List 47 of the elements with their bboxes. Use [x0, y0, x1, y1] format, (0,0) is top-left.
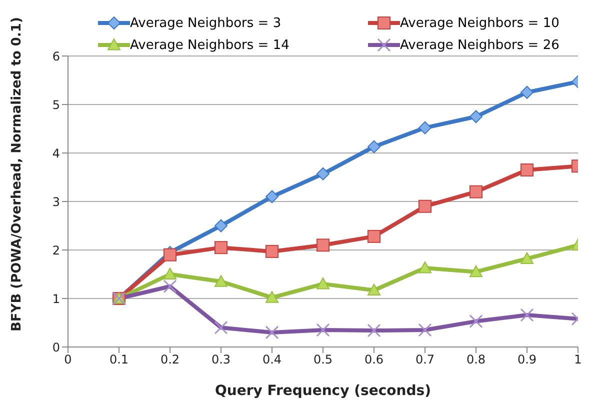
y-tick-label: 3 [52, 194, 60, 209]
x-tick-label: 0.8 [466, 352, 486, 367]
point [266, 190, 278, 204]
legend-label: Average Neighbors = 3 [130, 16, 282, 30]
x-axis-title: Query Frequency (seconds) [215, 383, 431, 399]
x-tick-label: 0.4 [262, 352, 282, 367]
point [266, 291, 278, 303]
point [470, 110, 482, 124]
x-tick-label: 0.3 [211, 352, 231, 367]
point [316, 167, 330, 180]
x-tick-label: 0.2 [160, 352, 180, 367]
point [316, 277, 330, 290]
point [266, 244, 278, 258]
x-tick-label: 0.5 [313, 352, 333, 367]
point [520, 252, 534, 264]
point [368, 140, 380, 154]
point [214, 219, 228, 232]
point [368, 284, 380, 296]
y-tick-label: 2 [52, 243, 60, 258]
point [470, 265, 482, 278]
point [164, 248, 176, 262]
point [418, 200, 432, 213]
y-tick-label: 6 [52, 49, 60, 64]
x-tick-label: 0.9 [517, 352, 537, 367]
point [368, 230, 380, 243]
point [520, 163, 534, 176]
legend-label: Average Neighbors = 14 [130, 38, 290, 52]
legend-label: Average Neighbors = 26 [400, 38, 560, 52]
x-tick-label: 0.6 [364, 352, 384, 367]
y-tick-label: 1 [52, 292, 60, 306]
y-tick-label: 4 [52, 146, 60, 160]
legend-label: Average Neighbors = 10 [400, 16, 560, 30]
y-tick-label: 0 [52, 340, 60, 354]
x-tick-label: 0.7 [415, 352, 435, 367]
x-tick-label: 1 [574, 352, 582, 367]
point [418, 261, 432, 274]
point [316, 238, 330, 252]
point [214, 275, 228, 287]
x-tick-label: 0.1 [109, 352, 129, 367]
point [164, 268, 176, 280]
y-tick-label: 5 [52, 98, 60, 112]
y-axis-title: BFYB (POWA/Overhead, Normalized to 0.1) [10, 17, 25, 332]
point [418, 121, 432, 134]
x-tick-label: 0 [64, 352, 72, 367]
point [470, 185, 482, 198]
point [214, 241, 228, 254]
point [520, 86, 534, 99]
